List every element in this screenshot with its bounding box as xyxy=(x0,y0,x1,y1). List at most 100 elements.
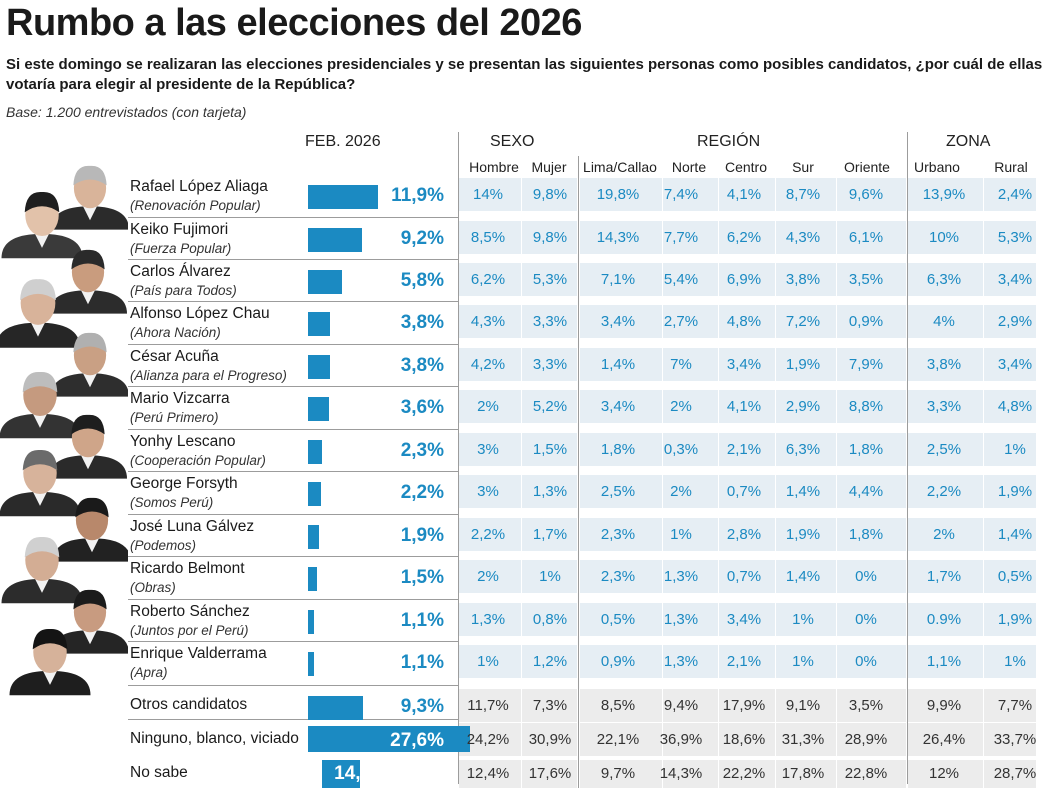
cell-value: 12% xyxy=(928,765,960,782)
cell-background xyxy=(719,723,775,756)
total-value: 3,6% xyxy=(400,397,444,418)
bar xyxy=(308,525,320,549)
cell-background xyxy=(837,603,906,636)
cell-value: 2% xyxy=(670,398,692,415)
row-label: George Forsyth xyxy=(130,475,238,492)
row-label: José Luna Gálvez xyxy=(130,518,255,535)
cell-value: 7,4% xyxy=(663,186,699,203)
cell-background xyxy=(522,518,577,551)
cell-background xyxy=(908,348,983,381)
cell-background xyxy=(984,178,1036,211)
header-region: REGIÓN xyxy=(697,133,761,150)
bar xyxy=(308,482,321,506)
party-label: (Fuerza Popular) xyxy=(130,241,232,256)
cell-background xyxy=(522,760,577,788)
cell-background xyxy=(663,645,718,678)
cell-background xyxy=(908,475,983,508)
row-divider xyxy=(128,514,458,515)
cell-value: 7,9% xyxy=(848,356,884,373)
subheader-2: Lima/Callao xyxy=(583,159,657,175)
cell-value: 1,1% xyxy=(926,653,962,670)
cell-background xyxy=(663,560,718,593)
cell-value: 2,5% xyxy=(926,441,962,458)
cell-value: 3% xyxy=(477,441,499,458)
bar xyxy=(308,696,363,720)
cell-background xyxy=(837,689,906,722)
cell-background xyxy=(719,645,775,678)
cell-value: 26,4% xyxy=(922,731,966,748)
cell-value: 7% xyxy=(670,356,692,373)
cell-background xyxy=(580,348,662,381)
cell-background xyxy=(984,689,1036,722)
cell-background xyxy=(776,723,836,756)
cell-background xyxy=(984,263,1036,296)
total-value: 11,9% xyxy=(391,185,444,206)
cell-background xyxy=(908,689,983,722)
cell-background xyxy=(984,475,1036,508)
total-value: 1,9% xyxy=(400,525,444,546)
cell-value: 19,8% xyxy=(596,186,640,203)
cell-value: 0,5% xyxy=(600,611,636,628)
column-separator xyxy=(907,132,908,784)
cell-value: 1,9% xyxy=(785,356,821,373)
party-label: (Apra) xyxy=(130,665,168,680)
cell-background xyxy=(459,689,521,722)
row-label: Roberto Sánchez xyxy=(130,603,250,620)
row-divider xyxy=(128,719,458,720)
cell-value: 3,5% xyxy=(848,271,884,288)
row-divider xyxy=(128,556,458,557)
cell-value: 0,5% xyxy=(997,568,1033,585)
cell-value: 2,2% xyxy=(926,483,962,500)
total-value: 1,1% xyxy=(400,652,444,673)
cell-value: 30,9% xyxy=(528,731,572,748)
cell-value: 3,4% xyxy=(600,313,636,330)
cell-background xyxy=(663,433,718,466)
cell-value: 1,4% xyxy=(785,483,821,500)
cell-background xyxy=(580,305,662,338)
cell-background xyxy=(776,645,836,678)
cell-background xyxy=(459,348,521,381)
cell-value: 1,9% xyxy=(997,611,1033,628)
cell-background xyxy=(580,475,662,508)
cell-value: 24,2% xyxy=(466,731,510,748)
candidate-portrait-icon xyxy=(49,414,127,479)
row-label: César Acuña xyxy=(130,348,219,365)
cell-value: 3,5% xyxy=(848,697,884,714)
cell-value: 3,4% xyxy=(600,398,636,415)
survey-question: Si este domingo se realizaran las elecci… xyxy=(6,56,1043,93)
cell-value: 6,3% xyxy=(785,441,821,458)
bar xyxy=(308,228,362,252)
cell-value: 1,8% xyxy=(848,441,884,458)
cell-background xyxy=(908,518,983,551)
bar xyxy=(308,270,343,294)
cell-value: 5,3% xyxy=(532,271,568,288)
cell-background xyxy=(719,560,775,593)
cell-value: 7,7% xyxy=(997,697,1033,714)
cell-value: 17,6% xyxy=(528,765,572,782)
party-label: (Ahora Nación) xyxy=(130,325,221,340)
cell-background xyxy=(719,305,775,338)
cell-value: 1% xyxy=(1004,653,1026,670)
cell-value: 2,9% xyxy=(997,313,1033,330)
cell-value: 4,8% xyxy=(997,398,1033,415)
cell-value: 3,4% xyxy=(726,356,762,373)
cell-background xyxy=(580,560,662,593)
column-separator xyxy=(458,132,459,784)
cell-background xyxy=(984,221,1036,254)
cell-background xyxy=(580,723,662,756)
cell-background xyxy=(522,348,577,381)
cell-background xyxy=(459,518,521,551)
cell-background xyxy=(984,518,1036,551)
cell-background xyxy=(522,723,577,756)
row-divider xyxy=(128,429,458,430)
subheader-4: Centro xyxy=(724,159,768,175)
cell-value: 1,3% xyxy=(470,611,506,628)
total-value: 9,2% xyxy=(400,228,444,249)
cell-value: 12,4% xyxy=(466,765,510,782)
cell-background xyxy=(663,305,718,338)
cell-background xyxy=(984,560,1036,593)
cell-value: 1% xyxy=(1004,441,1026,458)
cell-value: 1% xyxy=(792,611,814,628)
cell-value: 2% xyxy=(933,526,955,543)
cell-background xyxy=(580,760,662,788)
